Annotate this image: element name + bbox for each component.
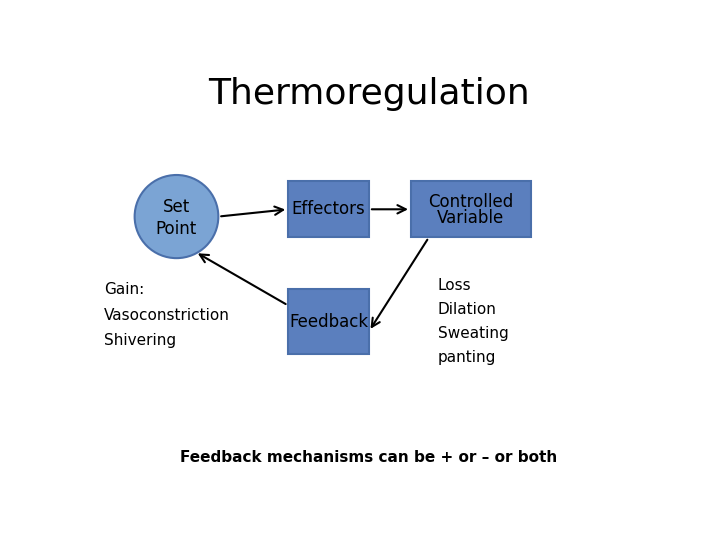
Text: Point: Point	[156, 220, 197, 238]
Text: Gain:: Gain:	[104, 282, 144, 297]
Text: Vasoconstriction: Vasoconstriction	[104, 308, 230, 322]
Text: Controlled: Controlled	[428, 193, 513, 211]
Text: Variable: Variable	[437, 210, 505, 227]
Text: Sweating: Sweating	[438, 326, 508, 341]
Text: Thermoregulation: Thermoregulation	[208, 77, 530, 111]
Text: Dilation: Dilation	[438, 302, 497, 317]
Text: Feedback: Feedback	[289, 313, 368, 330]
Text: panting: panting	[438, 350, 496, 365]
FancyBboxPatch shape	[411, 181, 531, 238]
Ellipse shape	[135, 175, 218, 258]
Text: Effectors: Effectors	[292, 200, 366, 218]
FancyBboxPatch shape	[288, 289, 369, 354]
Text: Shivering: Shivering	[104, 333, 176, 348]
Text: Loss: Loss	[438, 278, 472, 293]
FancyBboxPatch shape	[288, 181, 369, 238]
Text: Set: Set	[163, 198, 190, 217]
Text: Feedback mechanisms can be + or – or both: Feedback mechanisms can be + or – or bot…	[181, 450, 557, 465]
